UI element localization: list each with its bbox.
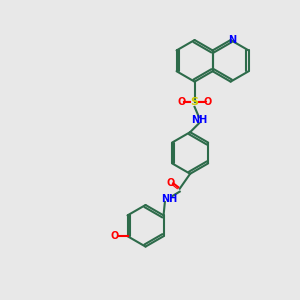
Text: O: O — [167, 178, 175, 188]
Text: O: O — [204, 98, 212, 107]
Text: NH: NH — [161, 194, 177, 204]
Text: N: N — [228, 35, 236, 45]
Text: NH: NH — [191, 115, 207, 125]
Text: O: O — [177, 98, 185, 107]
Text: S: S — [190, 98, 199, 107]
Text: O: O — [110, 231, 118, 241]
